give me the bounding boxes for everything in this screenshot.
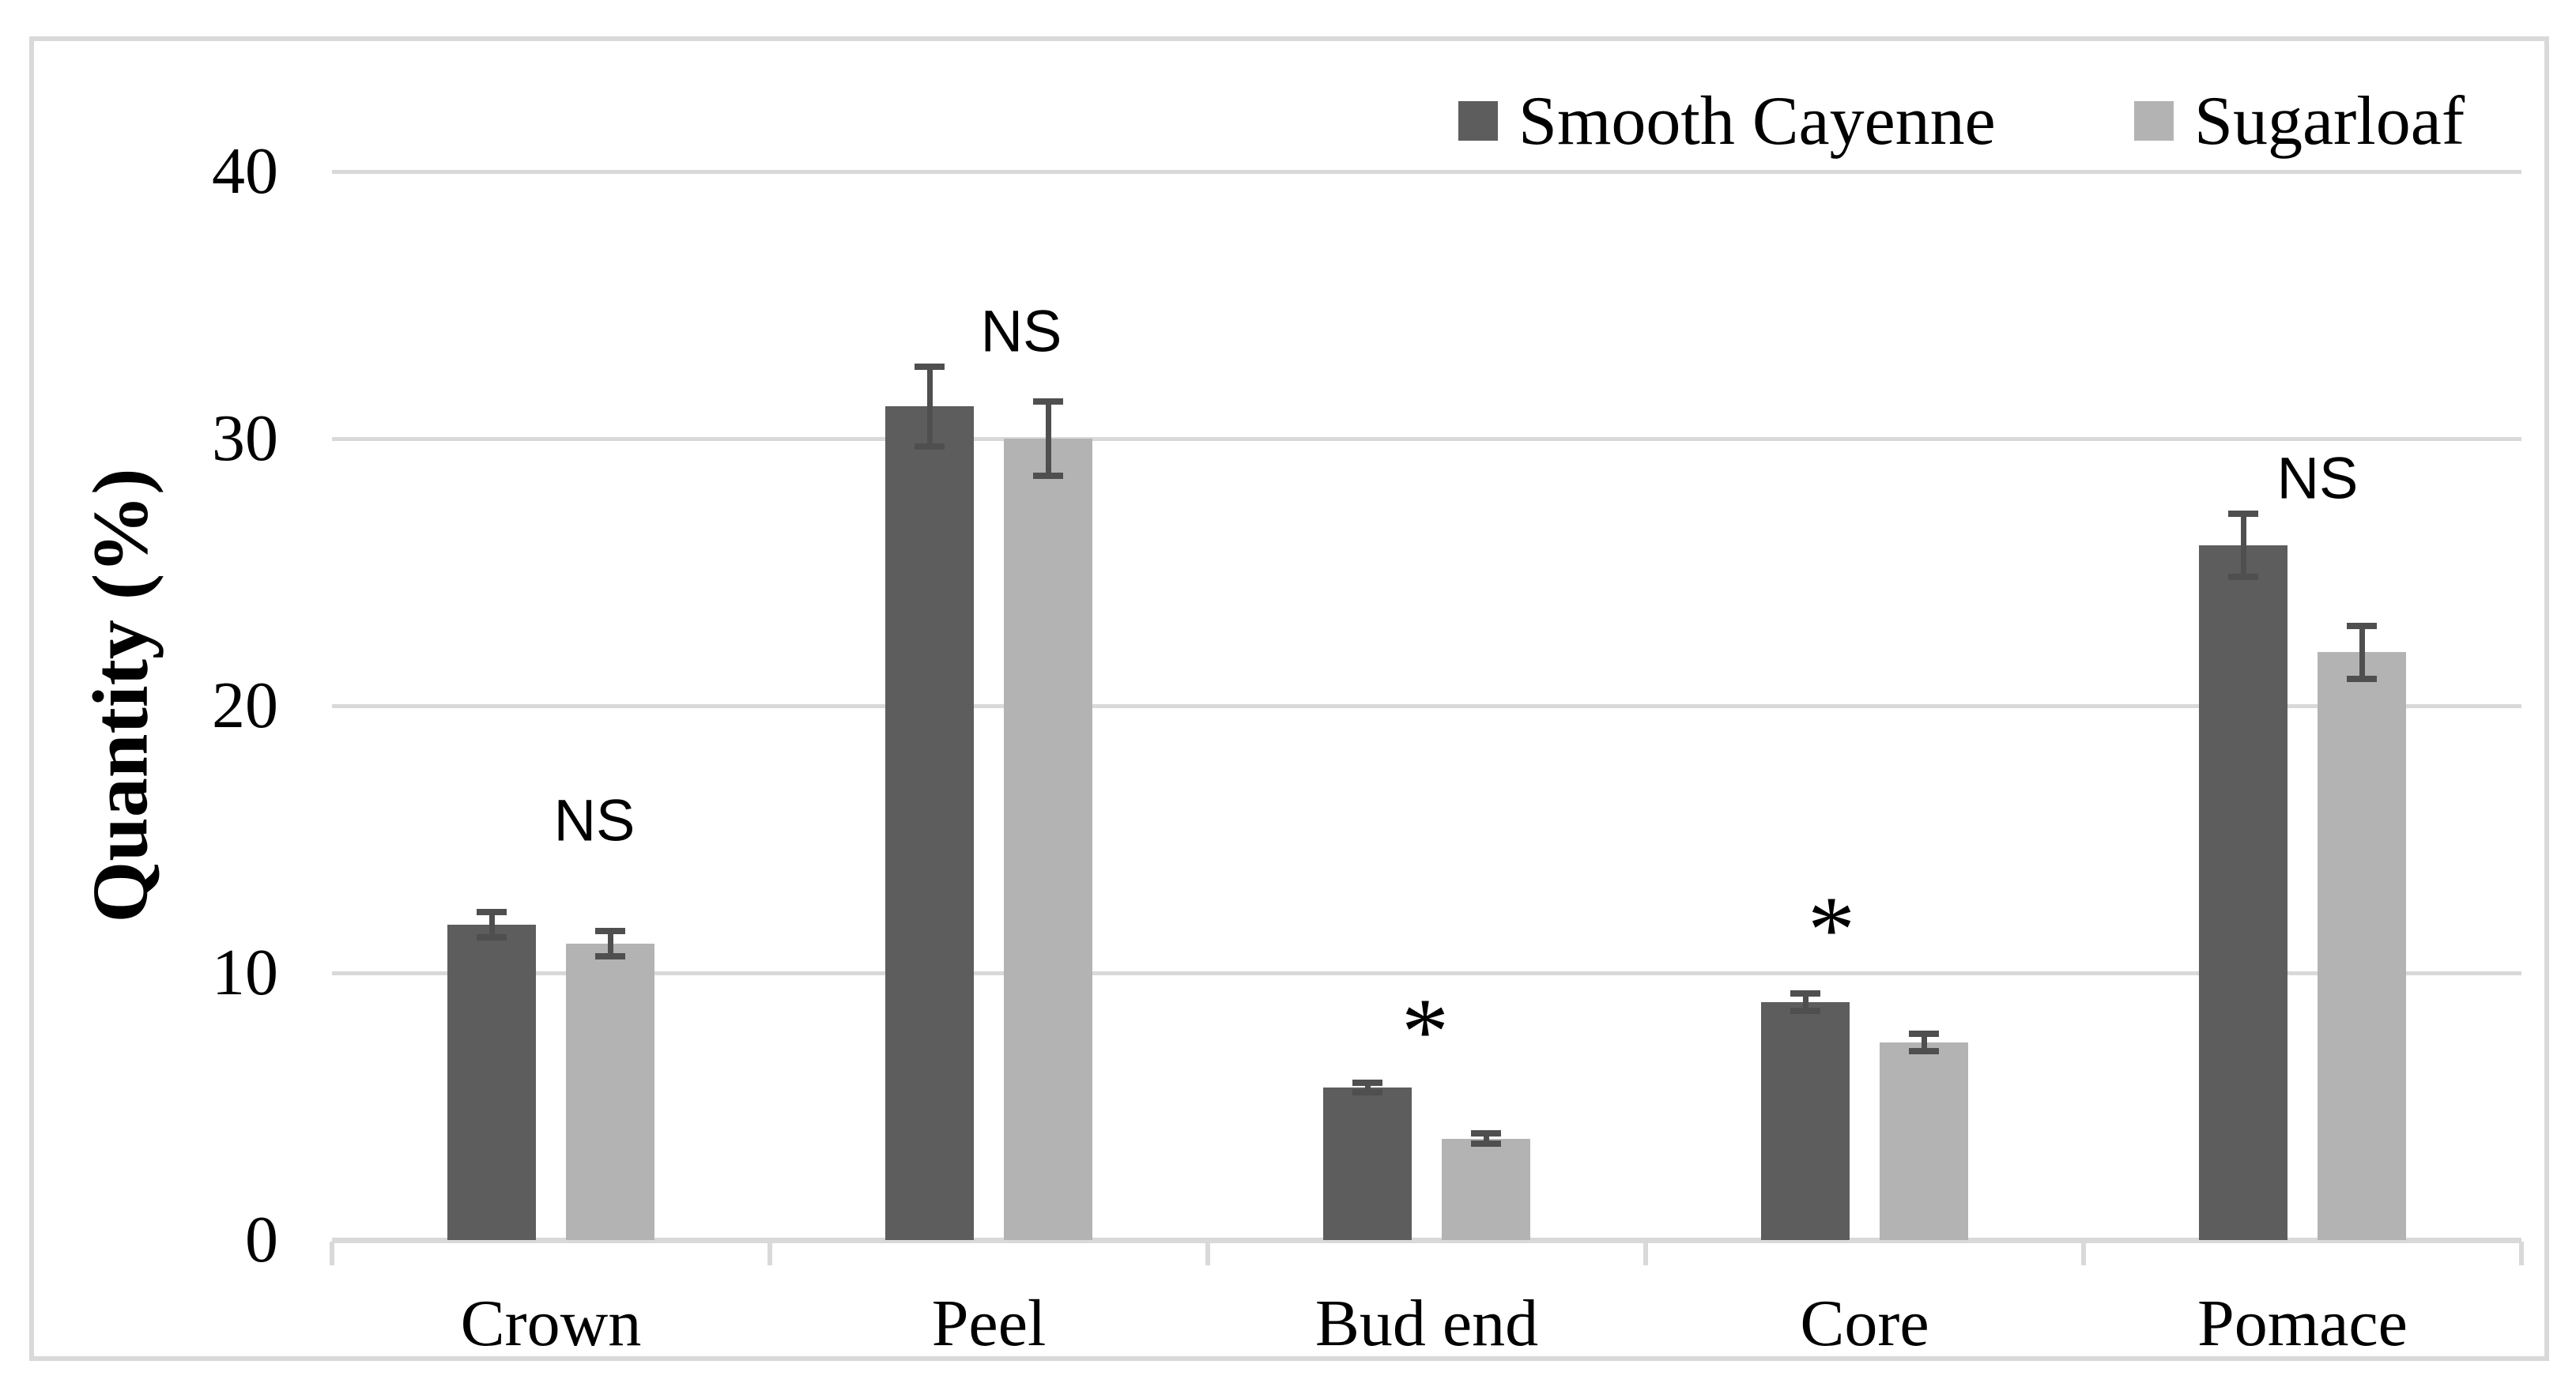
error-bar-whisker: [1921, 1030, 1927, 1055]
x-axis-tick-mark: [2519, 1242, 2524, 1265]
error-bar-cap-bottom: [1471, 1140, 1501, 1147]
significance-annotation-pomace: NS: [2276, 446, 2359, 512]
error-bar-cap-top: [1352, 1080, 1382, 1087]
bar-sugarloaf-pomace: [2318, 652, 2406, 1240]
error-bar-whisker: [2359, 623, 2365, 682]
bar-smooth-cayenne-peel: [885, 406, 974, 1240]
gridline-20: [332, 704, 2521, 708]
x-axis-tick-label-peel: Peel: [931, 1287, 1047, 1360]
legend-swatch-sugarloaf: [2134, 101, 2174, 141]
bar-sugarloaf-crown: [566, 943, 654, 1240]
legend-swatch-smooth-cayenne: [1458, 101, 1498, 141]
x-axis-tick-mark: [2081, 1242, 2086, 1265]
error-bar-whisker: [607, 927, 613, 960]
error-bar-cap-bottom: [1909, 1048, 1939, 1055]
error-bar-cap-top: [915, 364, 945, 371]
error-bar-cap-top: [1471, 1130, 1501, 1137]
error-bar-whisker: [1802, 990, 1808, 1015]
error-bar-whisker: [1483, 1130, 1489, 1147]
bar-sugarloaf-core: [1880, 1042, 1968, 1240]
error-bar-cap-bottom: [595, 953, 625, 960]
error-bar-cap-bottom: [915, 443, 945, 450]
y-axis-tick-label-10: 10: [212, 936, 278, 1009]
x-axis-tick-mark: [1205, 1242, 1210, 1265]
error-bar-cap-bottom: [2347, 675, 2377, 682]
significance-annotation-crown: NS: [553, 787, 636, 854]
error-bar-cap-top: [2347, 623, 2377, 630]
error-bar-whisker: [1364, 1080, 1371, 1096]
bar-sugarloaf-bud-end: [1442, 1138, 1530, 1240]
y-axis-tick-label-20: 20: [212, 669, 278, 742]
legend-item-sugarloaf: Sugarloaf: [2134, 81, 2465, 160]
bar-sugarloaf-peel: [1004, 439, 1092, 1240]
y-axis-tick-label-30: 30: [212, 401, 278, 475]
x-axis-tick-label-core: Core: [1800, 1287, 1929, 1360]
error-bar-cap-bottom: [1790, 1008, 1820, 1015]
error-bar-cap-bottom: [1033, 472, 1063, 479]
x-axis-tick-mark: [1643, 1242, 1648, 1265]
bar-smooth-cayenne-pomace: [2199, 545, 2287, 1240]
legend-item-smooth-cayenne: Smooth Cayenne: [1458, 81, 1996, 160]
error-bar-whisker: [2240, 511, 2246, 581]
error-bar-cap-top: [595, 927, 625, 934]
x-axis-tick-label-bud-end: Bud end: [1314, 1287, 1539, 1360]
x-axis-tick-label-crown: Crown: [460, 1287, 642, 1360]
significance-annotation-peel: NS: [980, 299, 1062, 365]
error-bar-cap-bottom: [2228, 574, 2258, 581]
error-bar-cap-top: [477, 908, 507, 915]
error-bar-cap-bottom: [477, 934, 507, 941]
gridline-30: [332, 437, 2521, 441]
x-axis-tick-mark: [330, 1242, 334, 1265]
figure-border: [29, 36, 2549, 1361]
legend-label-sugarloaf: Sugarloaf: [2194, 82, 2465, 160]
legend-label-smooth-cayenne: Smooth Cayenne: [1518, 82, 1996, 160]
significance-annotation-core: *: [1808, 876, 1855, 982]
y-axis-tick-label-40: 40: [212, 134, 278, 208]
bar-smooth-cayenne-bud-end: [1323, 1088, 1412, 1240]
error-bar-whisker: [926, 364, 933, 450]
gridline-40: [332, 170, 2521, 174]
error-bar-whisker: [1045, 398, 1051, 479]
bar-smooth-cayenne-crown: [447, 925, 536, 1240]
error-bar-cap-bottom: [1352, 1089, 1382, 1096]
error-bar-whisker: [488, 908, 495, 941]
x-axis-baseline: [332, 1238, 2521, 1243]
error-bar-cap-top: [1033, 398, 1063, 405]
error-bar-cap-top: [2228, 511, 2258, 518]
x-axis-tick-mark: [768, 1242, 772, 1265]
x-axis-tick-label-pomace: Pomace: [2197, 1287, 2408, 1360]
error-bar-cap-top: [1790, 990, 1820, 997]
bar-smooth-cayenne-core: [1761, 1002, 1850, 1240]
y-axis-tick-label-0: 0: [245, 1203, 278, 1276]
gridline-10: [332, 971, 2521, 975]
significance-annotation-bud-end: *: [1401, 978, 1449, 1084]
error-bar-cap-top: [1909, 1030, 1939, 1037]
